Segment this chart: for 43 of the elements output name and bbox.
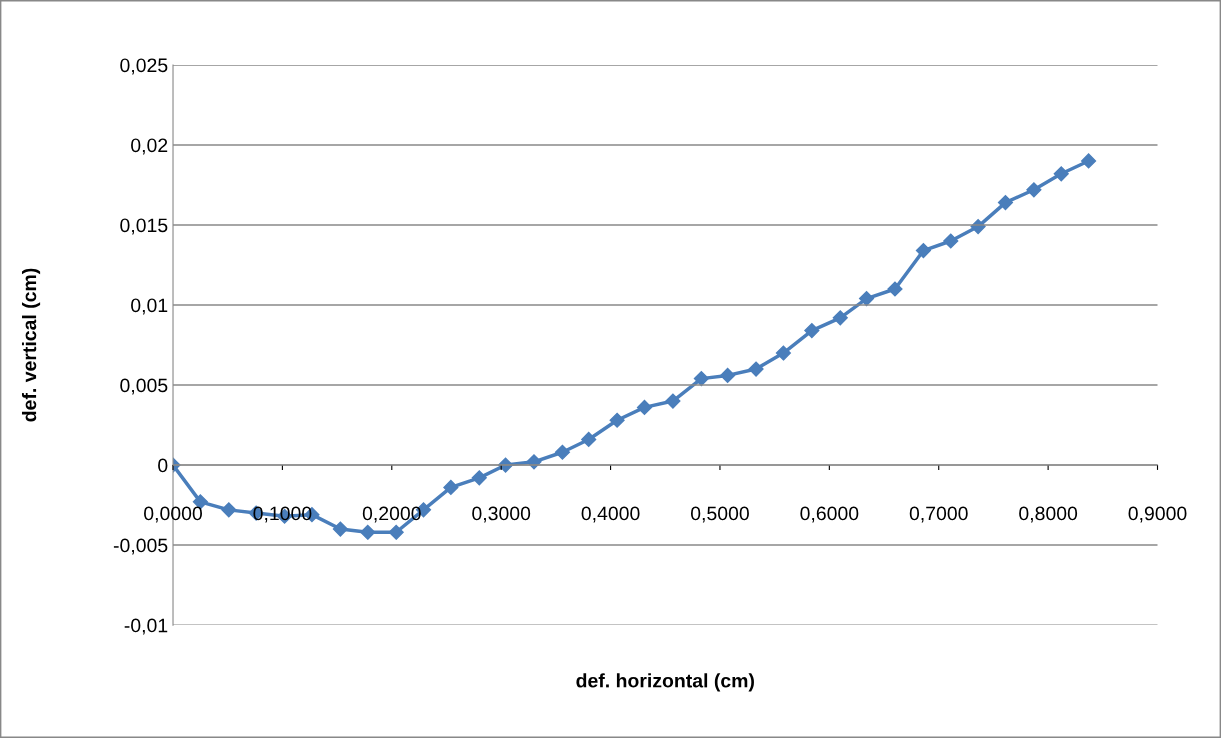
y-tick-label: 0,02	[131, 138, 168, 155]
y-tick-label: 0,005	[120, 378, 168, 395]
point	[526, 454, 542, 470]
point	[748, 361, 764, 377]
point	[636, 399, 653, 416]
point	[1081, 153, 1097, 169]
point	[915, 243, 931, 259]
point	[221, 502, 237, 518]
x-tick-label: 0,4000	[581, 506, 640, 523]
y-tick-label: 0,01	[131, 298, 168, 315]
point	[581, 431, 597, 448]
point	[804, 323, 820, 339]
point	[360, 524, 376, 540]
point	[1026, 182, 1042, 198]
point	[775, 345, 791, 361]
point	[443, 479, 459, 496]
x-axis-title: def. horizontal (cm)	[576, 673, 754, 692]
point	[1053, 166, 1069, 182]
x-tick-label: 0,6000	[800, 506, 859, 523]
point	[332, 521, 348, 537]
point	[720, 367, 736, 383]
point	[388, 524, 404, 540]
y-tick-label: 0	[158, 458, 168, 473]
x-tick-label: 0,8000	[1019, 506, 1078, 523]
point	[997, 195, 1014, 211]
x-tick-label: 0,0000	[144, 506, 202, 523]
y-tick-label: 0,025	[120, 58, 168, 75]
x-tick-label: 0,3000	[472, 506, 531, 523]
y-tick-label: -0,005	[113, 538, 168, 555]
y-tick-label: -0,01	[124, 618, 168, 635]
x-tick-label: 0,7000	[909, 506, 968, 523]
y-tick-label: 0,015	[120, 218, 168, 235]
point	[471, 470, 487, 486]
point	[609, 412, 625, 428]
point	[943, 233, 959, 249]
point	[887, 281, 903, 297]
point	[665, 393, 681, 409]
x-tick-label: 0,9000	[1128, 506, 1187, 523]
point	[832, 310, 848, 326]
y-axis-title: def. vertical (cm)	[21, 268, 41, 422]
point	[554, 444, 571, 460]
point	[693, 371, 709, 387]
x-tick-label: 0,5000	[690, 506, 749, 523]
